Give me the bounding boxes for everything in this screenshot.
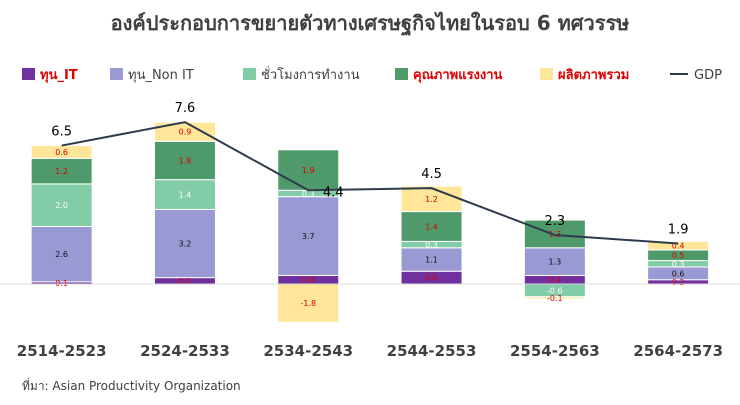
bar-value-label: 3.7 (302, 232, 315, 241)
bar-value-label: 0.9 (179, 128, 192, 137)
legend-label: คุณภาพแรงงาน (413, 68, 503, 83)
legend-swatch (540, 68, 553, 80)
bar-segment (277, 196, 340, 276)
legend-swatch (22, 68, 35, 80)
gdp-value-label: 4.5 (421, 167, 442, 182)
bar-value-label: 1.3 (548, 258, 561, 267)
gdp-value-label: 6.5 (51, 125, 72, 140)
bar-value-label: 2.6 (55, 250, 68, 259)
bar-value-label: 0.2 (672, 278, 685, 287)
bar-value-label: 0.6 (425, 274, 438, 283)
bar-value-label: 0.4 (672, 242, 685, 251)
x-tick-label: 2524-2533 (140, 342, 230, 360)
gdp-value-label: 2.3 (545, 214, 566, 229)
legend-label: ผลิตภาพรวม (558, 68, 629, 83)
bar-value-label: 0.5 (672, 251, 685, 260)
bar-segment (153, 208, 216, 279)
x-tick-label: 2544-2553 (387, 342, 477, 360)
legend-label: ชั่วโมงการทำงาน (261, 66, 360, 83)
bar-value-label: 0.3 (672, 260, 685, 269)
bar-segment (30, 183, 93, 227)
bar-segment (30, 225, 93, 283)
bar-segment (153, 179, 216, 210)
bar-segment (523, 296, 586, 300)
x-tick-label: 2534-2543 (263, 342, 353, 360)
bar-value-label: -1.8 (300, 299, 316, 308)
bar-segment (30, 157, 93, 185)
legend-label: GDP (694, 68, 722, 83)
bar-segment (647, 240, 710, 251)
legend-label: ทุน_IT (40, 68, 78, 83)
legend-label: ทุน_Non IT (128, 68, 194, 83)
bar-labels: 0.12.62.01.20.60.33.21.41.80.90.43.70.31… (55, 128, 684, 308)
bar-segment (153, 140, 216, 181)
legend-swatch (395, 68, 408, 80)
bars (30, 121, 710, 323)
bar-value-label: -0.1 (547, 294, 563, 303)
bar-value-label: 1.2 (425, 195, 438, 204)
bar-value-label: 1.8 (179, 156, 192, 165)
bar-value-label: 0.4 (548, 276, 561, 285)
bar-value-label: 1.4 (425, 222, 438, 231)
legend-swatch (243, 68, 256, 80)
bar-value-label: 0.3 (179, 277, 192, 286)
x-tick-label: 2564-2573 (633, 342, 723, 360)
bar-value-label: 1.2 (55, 167, 68, 176)
bar-value-label: 3.2 (179, 240, 192, 249)
bar-value-label: 1.1 (425, 256, 438, 265)
legend: ทุน_IT ทุน_Non IT ชั่วโมงการทำงาน คุณภาพแรง… (22, 66, 722, 83)
gdp-value-label: 1.9 (668, 223, 689, 238)
bar-value-label: 0.4 (302, 276, 315, 285)
bar-value-label: 1.9 (302, 166, 315, 175)
x-tick-label: 2554-2563 (510, 342, 600, 360)
bar-value-label: 0.6 (672, 269, 685, 278)
gdp-line (61, 121, 679, 245)
gdp-layer: 6.5 7.6 4.4 4.5 2.3 1.9 (51, 101, 689, 245)
bar-value-label: 1.4 (179, 191, 192, 200)
legend-swatch (110, 68, 123, 80)
bar-value-label: 2.0 (55, 201, 68, 210)
bar-value-label: 0.3 (425, 241, 438, 250)
x-tick-label: 2514-2523 (17, 342, 107, 360)
bar-value-label: -0.6 (547, 286, 563, 295)
bar-segment (277, 149, 340, 191)
chart-title: องค์ประกอบการขยายตัวทางเศรษฐกิจไทยในรอบ … (111, 11, 630, 37)
gdp-value-label: 4.4 (323, 185, 344, 200)
gdp-value-label: 7.6 (175, 101, 196, 116)
bar-value-label: 0.6 (55, 148, 68, 157)
x-axis: 2514-2523 2524-2533 2534-2543 2544-2553 2554… (0, 283, 740, 360)
source-note: ที่มา: Asian Productivity Organization (22, 377, 241, 393)
bar-value-label: 0.3 (302, 189, 315, 198)
bar-value-label: 0.1 (55, 279, 68, 288)
